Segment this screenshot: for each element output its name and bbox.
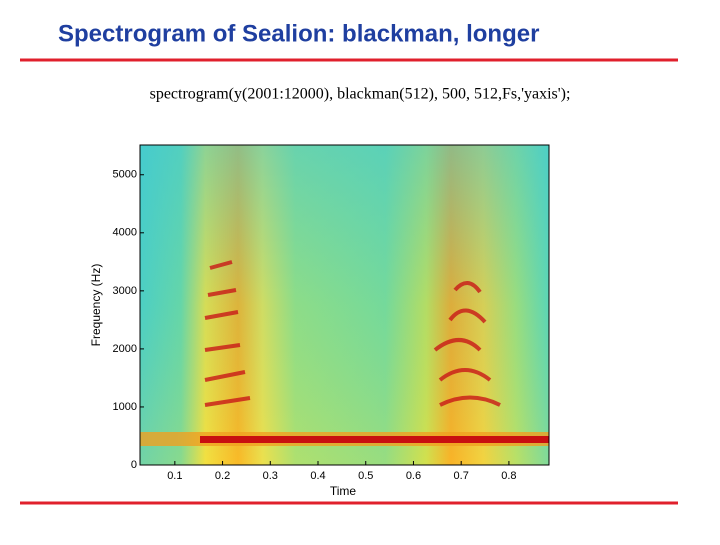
x-tick-label: 0.5 [358, 470, 373, 482]
slide-title: Spectrogram of Sealion: blackman, longer [58, 20, 539, 47]
y-tick-label: 4000 [113, 227, 137, 239]
spectrogram-image [140, 145, 549, 465]
x-tick-label: 0.7 [454, 470, 469, 482]
y-tick-label: 2000 [113, 343, 137, 355]
code-line: spectrogram(y(2001:12000), blackman(512)… [150, 86, 571, 103]
x-tick-label: 0.8 [501, 470, 516, 482]
plot-frame [139, 144, 550, 466]
x-tick-label: 0.2 [215, 470, 230, 482]
x-tick-label: 0.3 [263, 470, 278, 482]
x-tick-label: 0.1 [167, 470, 182, 482]
x-tick-label: 0.6 [406, 470, 421, 482]
y-tick-label: 3000 [113, 285, 137, 297]
x-axis-label: Time [330, 484, 357, 498]
y-axis-label: Frequency (Hz) [89, 264, 103, 347]
y-tick-label: 5000 [113, 169, 137, 181]
y-tick-label: 1000 [113, 401, 137, 413]
x-tick-label: 0.4 [310, 470, 325, 482]
y-tick-label: 0 [131, 459, 137, 471]
